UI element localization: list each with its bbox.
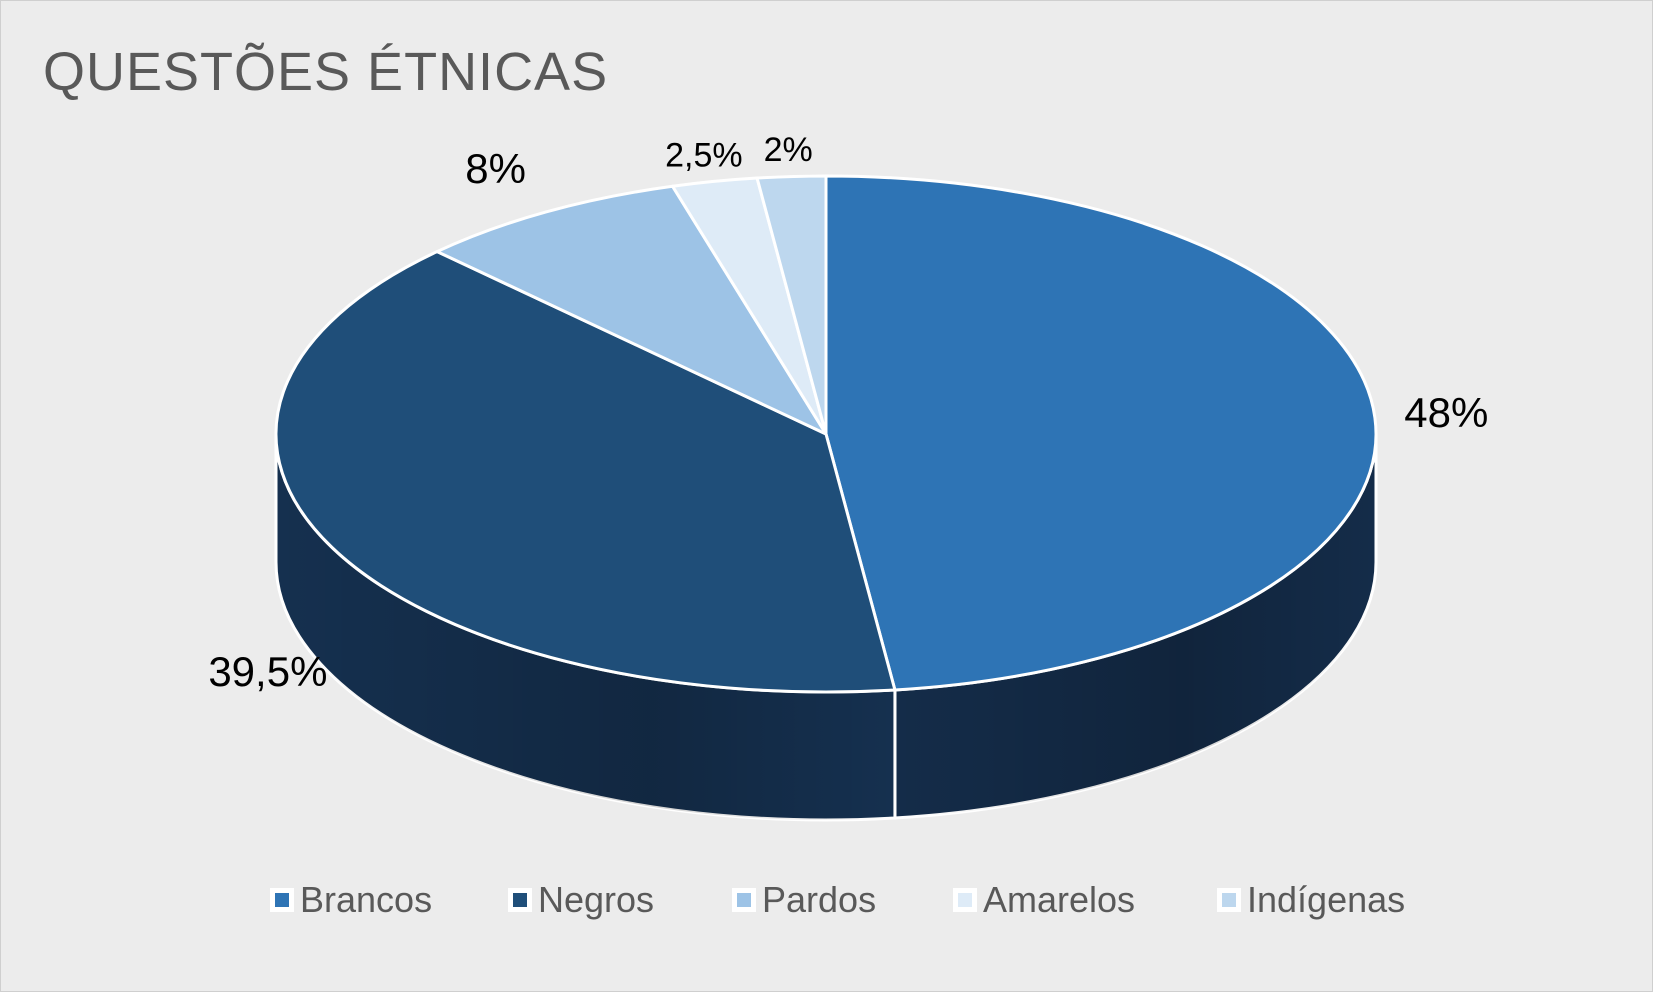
data-label-negros: 39,5% <box>208 648 327 695</box>
legend-label: Indígenas <box>1247 879 1406 920</box>
legend-item-brancos: Brancos <box>270 872 432 928</box>
pie-slice-indigenas <box>755 174 828 436</box>
pie-slice-negros <box>274 250 897 694</box>
chart-legend: Brancos Negros Pardos Amarelos Indígenas <box>0 872 1653 928</box>
pie-slice-pardos <box>435 184 828 436</box>
legend-label: Pardos <box>762 879 877 920</box>
legend-item-pardos: Pardos <box>732 872 876 928</box>
data-label-amarelos: 2,5% <box>665 136 743 174</box>
legend-label: Amarelos <box>983 879 1136 920</box>
legend-swatch <box>1217 888 1241 912</box>
data-label-indigenas: 2% <box>764 131 813 169</box>
legend-label: Brancos <box>300 879 433 920</box>
data-label-pardos: 8% <box>465 145 526 192</box>
chart-title: QUESTÕES ÉTNICAS <box>43 42 609 102</box>
legend-swatch <box>732 888 756 912</box>
data-label-brancos: 48% <box>1404 389 1488 436</box>
legend-swatch <box>953 888 977 912</box>
legend-label: Negros <box>538 879 655 920</box>
legend-item-amarelos: Amarelos <box>953 872 1135 928</box>
legend-swatch <box>508 888 532 912</box>
legend-swatch <box>270 888 294 912</box>
pie-side-shade-brancos <box>894 434 1376 818</box>
legend-item-negros: Negros <box>508 872 654 928</box>
legend-item-indigenas: Indígenas <box>1217 872 1405 928</box>
pie-side-shade-negros <box>276 434 895 820</box>
pie-slice-brancos <box>824 174 1378 692</box>
